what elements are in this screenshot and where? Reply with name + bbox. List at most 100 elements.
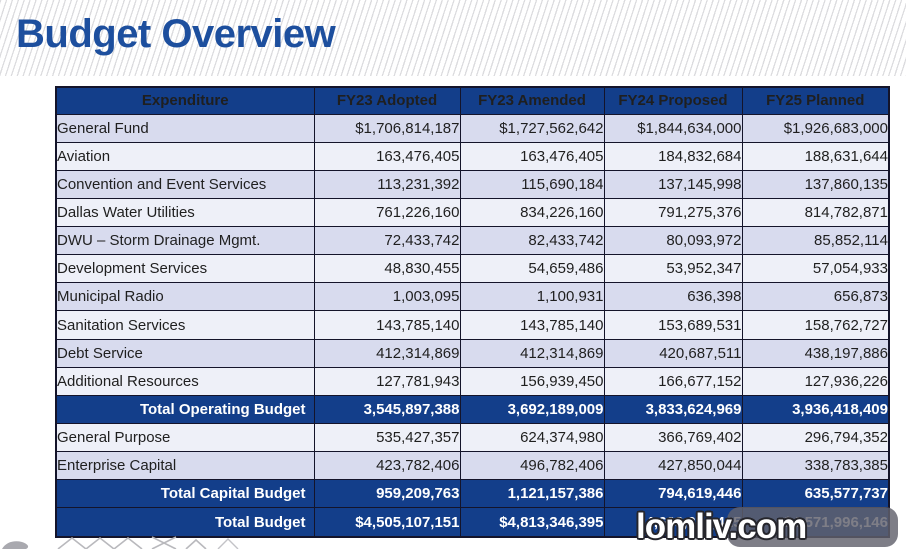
cell-value: 3,833,624,969 (603, 394, 743, 425)
row-label: Dallas Water Utilities (55, 197, 315, 228)
cell-value: 366,769,402 (603, 423, 743, 453)
cell-value: 158,762,727 (741, 310, 890, 340)
cell-value: 113,231,392 (313, 169, 461, 199)
cell-value: 143,785,140 (313, 310, 461, 340)
row-label: Total Operating Budget (55, 394, 315, 425)
striped-header-background (0, 0, 906, 76)
cell-value: 420,687,511 (603, 338, 743, 368)
row-enterprise-capital: Enterprise Capital 423,782,406 496,782,4… (55, 451, 890, 481)
row-general-purpose: General Purpose 535,427,357 624,374,980 … (55, 423, 890, 453)
cell-value: 814,782,871 (741, 197, 890, 228)
cell-value: 423,782,406 (313, 451, 461, 481)
cell-value: 72,433,742 (313, 226, 461, 256)
cell-value: 3,936,418,409 (741, 394, 890, 425)
col-header-fy23-amended: FY23 Amended (459, 86, 605, 115)
row-total-operating-budget: Total Operating Budget 3,545,897,388 3,6… (55, 394, 890, 425)
watermark-text: lomliv.com (636, 507, 807, 546)
row-dwu-storm-drainage: DWU – Storm Drainage Mgmt. 72,433,742 82… (55, 226, 890, 256)
cell-value: 1,121,157,386 (459, 479, 605, 509)
cell-value: 166,677,152 (603, 366, 743, 396)
cell-value: 115,690,184 (459, 169, 605, 199)
cell-value: 1,003,095 (313, 282, 461, 312)
watermark-pill (727, 507, 898, 547)
cell-value: $1,727,562,642 (459, 113, 605, 143)
row-label: Debt Service (55, 338, 315, 368)
row-sanitation-services: Sanitation Services 143,785,140 143,785,… (55, 310, 890, 340)
cell-value: 57,054,933 (741, 254, 890, 284)
cell-value: 54,659,486 (459, 254, 605, 284)
row-label: Aviation (55, 141, 315, 171)
header-row: Expenditure FY23 Adopted FY23 Amended FY… (55, 86, 890, 115)
row-general-fund: General Fund $1,706,814,187 $1,727,562,6… (55, 113, 890, 143)
row-label: Sanitation Services (55, 310, 315, 340)
row-label: Additional Resources (55, 366, 315, 396)
row-total-capital-budget: Total Capital Budget 959,209,763 1,121,1… (55, 479, 890, 509)
cell-value: 156,939,450 (459, 366, 605, 396)
cell-value: 338,783,385 (741, 451, 890, 481)
row-municipal-radio: Municipal Radio 1,003,095 1,100,931 636,… (55, 282, 890, 312)
cell-value: 636,398 (603, 282, 743, 312)
cell-value: $1,926,683,000 (741, 113, 890, 143)
cell-value: $4,505,107,151 (313, 507, 461, 538)
cell-value: $1,844,634,000 (603, 113, 743, 143)
cell-value: 296,794,352 (741, 423, 890, 453)
col-header-fy23-adopted: FY23 Adopted (313, 86, 461, 115)
row-label: Convention and Event Services (55, 169, 315, 199)
cell-value: 85,852,114 (741, 226, 890, 256)
cell-value: 153,689,531 (603, 310, 743, 340)
cell-value: 127,936,226 (741, 366, 890, 396)
row-label: General Purpose (55, 423, 315, 453)
cell-value: 1,100,931 (459, 282, 605, 312)
cell-value: 137,860,135 (741, 169, 890, 199)
cell-value: 761,226,160 (313, 197, 461, 228)
bottom-decoration (2, 536, 239, 549)
cell-value: 3,545,897,388 (313, 394, 461, 425)
col-header-fy24-proposed: FY24 Proposed (603, 86, 743, 115)
row-convention-event-services: Convention and Event Services 113,231,39… (55, 169, 890, 199)
row-aviation: Aviation 163,476,405 163,476,405 184,832… (55, 141, 890, 171)
cell-value: 959,209,763 (313, 479, 461, 509)
cell-value: 3,692,189,009 (459, 394, 605, 425)
cell-value: 127,781,943 (313, 366, 461, 396)
cell-value: 188,631,644 (741, 141, 890, 171)
cell-value: 496,782,406 (459, 451, 605, 481)
cell-value: 412,314,869 (313, 338, 461, 368)
cell-value: $1,706,814,187 (313, 113, 461, 143)
cell-value: 656,873 (741, 282, 890, 312)
row-label: Development Services (55, 254, 315, 284)
cell-value: 438,197,886 (741, 338, 890, 368)
cell-value: 427,850,044 (603, 451, 743, 481)
row-label: General Fund (55, 113, 315, 143)
cell-value: 48,830,455 (313, 254, 461, 284)
cell-value: $4,628,244,415 (603, 507, 743, 538)
cell-value: 184,832,684 (603, 141, 743, 171)
cell-value: 137,145,998 (603, 169, 743, 199)
col-header-expenditure: Expenditure (55, 86, 315, 115)
cell-value: 412,314,869 (459, 338, 605, 368)
row-label: Municipal Radio (55, 282, 315, 312)
cell-value: 82,433,742 (459, 226, 605, 256)
row-development-services: Development Services 48,830,455 54,659,4… (55, 254, 890, 284)
row-dallas-water-utilities: Dallas Water Utilities 761,226,160 834,2… (55, 197, 890, 228)
page-title: Budget Overview (16, 12, 336, 56)
cell-value: $4,813,346,395 (459, 507, 605, 538)
row-debt-service: Debt Service 412,314,869 412,314,869 420… (55, 338, 890, 368)
cell-value: 794,619,446 (603, 479, 743, 509)
cell-value: 791,275,376 (603, 197, 743, 228)
col-header-fy25-planned: FY25 Planned (741, 86, 890, 115)
row-label: Total Budget (55, 507, 315, 538)
cell-value: 163,476,405 (313, 141, 461, 171)
row-label: DWU – Storm Drainage Mgmt. (55, 226, 315, 256)
row-additional-resources: Additional Resources 127,781,943 156,939… (55, 366, 890, 396)
cell-value: 834,226,160 (459, 197, 605, 228)
cell-value: 80,093,972 (603, 226, 743, 256)
cell-value: 163,476,405 (459, 141, 605, 171)
cell-value: 143,785,140 (459, 310, 605, 340)
row-label: Total Capital Budget (55, 479, 315, 509)
row-label: Enterprise Capital (55, 451, 315, 481)
cell-value: 53,952,347 (603, 254, 743, 284)
cell-value: 535,427,357 (313, 423, 461, 453)
cell-value: 635,577,737 (741, 479, 890, 509)
budget-table: Expenditure FY23 Adopted FY23 Amended FY… (55, 86, 890, 538)
